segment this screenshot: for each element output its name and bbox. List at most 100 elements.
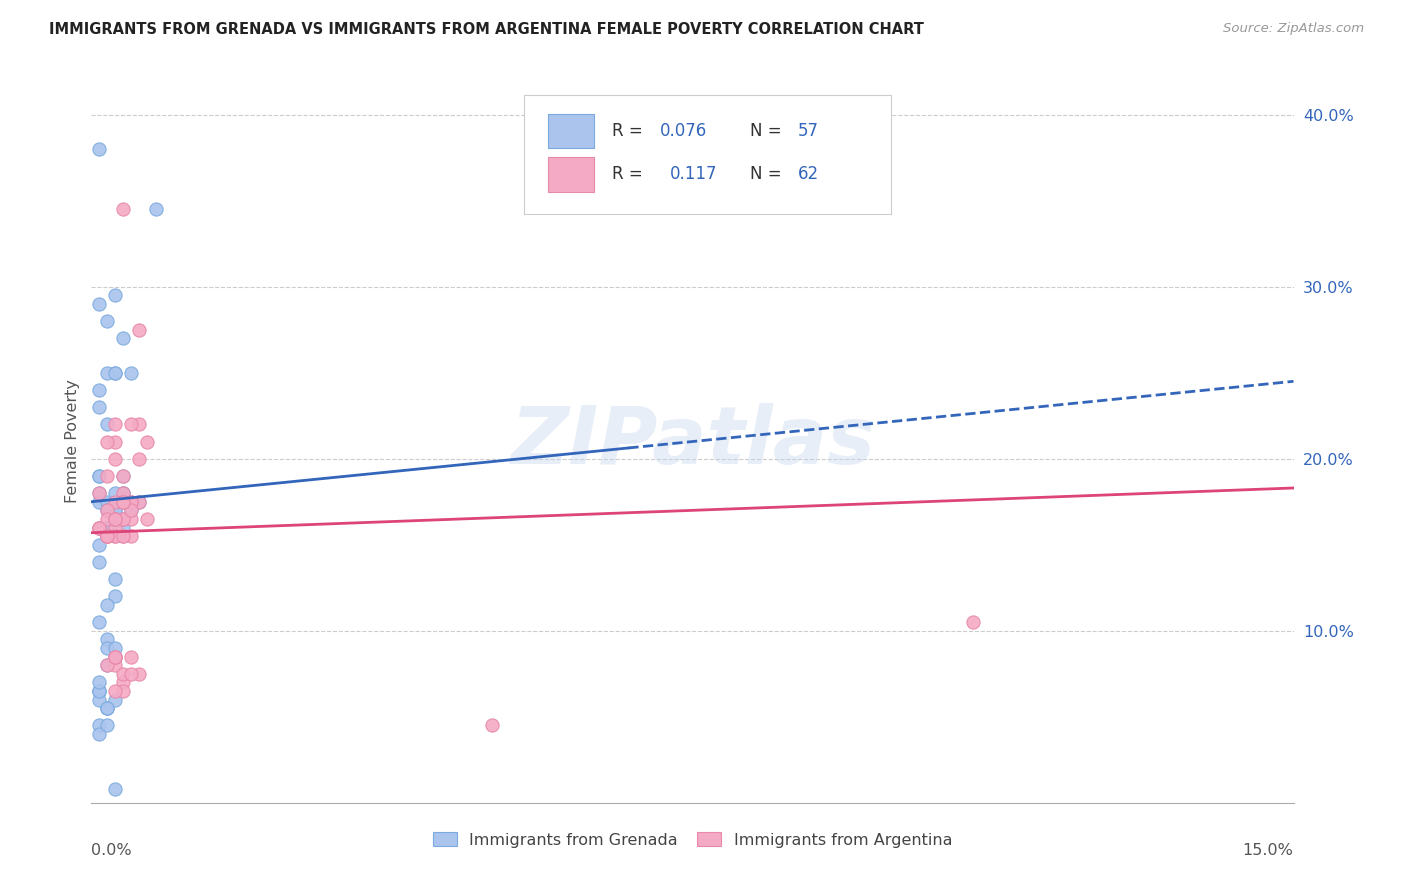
Point — [112, 666, 135, 681]
Point — [104, 529, 127, 543]
Point — [128, 417, 150, 432]
Point — [104, 782, 127, 797]
Point — [121, 666, 143, 681]
Point — [96, 469, 118, 483]
Text: R =: R = — [612, 165, 654, 183]
Point — [121, 494, 143, 508]
Point — [89, 684, 111, 698]
Point — [128, 451, 150, 466]
Text: ZIPatlas: ZIPatlas — [510, 402, 875, 481]
Y-axis label: Female Poverty: Female Poverty — [65, 380, 80, 503]
Point — [89, 538, 111, 552]
Point — [96, 503, 118, 517]
Point — [104, 494, 127, 508]
Text: 15.0%: 15.0% — [1243, 843, 1294, 857]
Point — [89, 469, 111, 483]
Bar — [548, 113, 593, 148]
Point — [96, 529, 118, 543]
Point — [104, 649, 127, 664]
Point — [104, 640, 127, 655]
Point — [104, 590, 127, 604]
Point — [89, 469, 111, 483]
Point — [121, 503, 143, 517]
Point — [89, 520, 111, 534]
Point — [104, 649, 127, 664]
Point — [104, 366, 127, 380]
Point — [104, 512, 127, 526]
Text: 0.0%: 0.0% — [91, 843, 132, 857]
Bar — [548, 157, 593, 192]
Point — [104, 520, 127, 534]
Text: 62: 62 — [799, 165, 820, 183]
Point — [89, 400, 111, 414]
Point — [104, 512, 127, 526]
Point — [96, 417, 118, 432]
Point — [89, 684, 111, 698]
Point — [104, 434, 127, 449]
Point — [96, 529, 118, 543]
Point — [89, 297, 111, 311]
Point — [89, 486, 111, 500]
Point — [112, 684, 135, 698]
Point — [89, 555, 111, 569]
Point — [96, 529, 118, 543]
Point — [481, 718, 503, 732]
Point — [112, 494, 135, 508]
Point — [96, 512, 118, 526]
Point — [89, 520, 111, 534]
Text: R =: R = — [612, 122, 648, 140]
Point — [96, 366, 118, 380]
Point — [104, 649, 127, 664]
Point — [112, 494, 135, 508]
Point — [89, 142, 111, 156]
Point — [96, 494, 118, 508]
Point — [96, 701, 118, 715]
Point — [112, 520, 135, 534]
Point — [89, 494, 111, 508]
Point — [96, 701, 118, 715]
Point — [96, 529, 118, 543]
Point — [104, 512, 127, 526]
Point — [112, 494, 135, 508]
Point — [112, 486, 135, 500]
Point — [128, 494, 150, 508]
Point — [121, 649, 143, 664]
Point — [96, 529, 118, 543]
Point — [128, 323, 150, 337]
Point — [121, 512, 143, 526]
Point — [104, 512, 127, 526]
Point — [104, 503, 127, 517]
Point — [104, 494, 127, 508]
Point — [112, 512, 135, 526]
Point — [104, 692, 127, 706]
Point — [96, 718, 118, 732]
Point — [136, 512, 159, 526]
Point — [104, 503, 127, 517]
Point — [112, 331, 135, 345]
Point — [89, 684, 111, 698]
Point — [104, 288, 127, 302]
Point — [89, 692, 111, 706]
Point — [145, 202, 167, 217]
Point — [96, 434, 118, 449]
Text: N =: N = — [751, 165, 787, 183]
Point — [112, 469, 135, 483]
Point — [112, 529, 135, 543]
Point — [96, 503, 118, 517]
Point — [96, 658, 118, 673]
Point — [96, 529, 118, 543]
Point — [96, 658, 118, 673]
Point — [104, 649, 127, 664]
Point — [89, 675, 111, 690]
Point — [96, 503, 118, 517]
Point — [96, 520, 118, 534]
Point — [104, 529, 127, 543]
Text: N =: N = — [751, 122, 787, 140]
Point — [104, 451, 127, 466]
Point — [104, 417, 127, 432]
Point — [112, 512, 135, 526]
Point — [112, 675, 135, 690]
Point — [121, 417, 143, 432]
Point — [121, 366, 143, 380]
Point — [128, 666, 150, 681]
